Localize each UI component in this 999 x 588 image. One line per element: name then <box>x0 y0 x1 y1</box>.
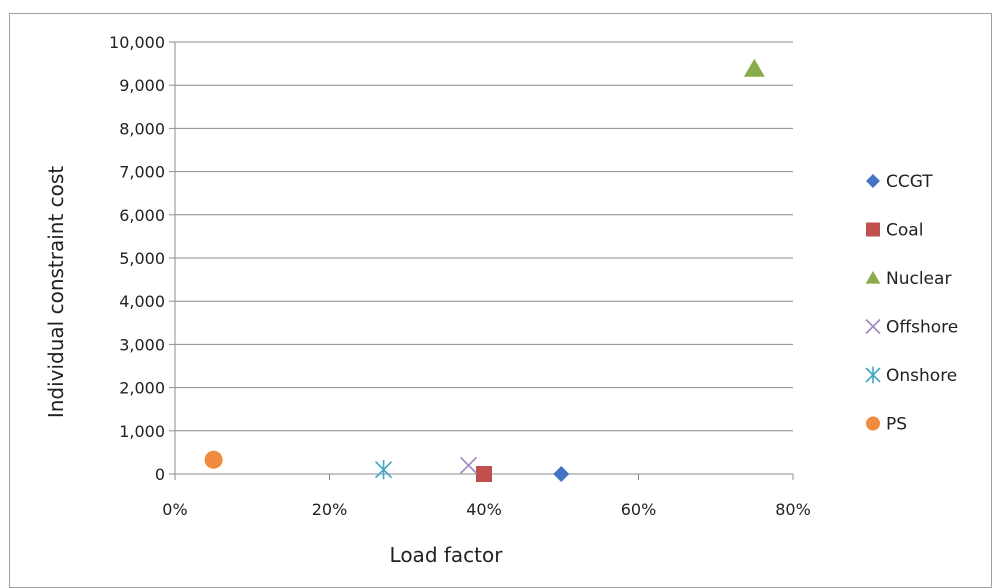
legend-label: Coal <box>886 221 923 241</box>
y-tick-label: 8,000 <box>119 119 165 138</box>
y-tick-label: 10,000 <box>109 33 165 52</box>
point-ps <box>204 450 223 469</box>
diamond-shape <box>553 466 570 482</box>
y-tick-label: 6,000 <box>119 206 165 225</box>
legend-item-ps: PS <box>866 415 907 435</box>
x-tick-label: 60% <box>621 500 657 519</box>
y-tick-label: 1,000 <box>119 422 165 441</box>
legend-item-coal: Coal <box>866 221 923 241</box>
y-tick-label: 3,000 <box>119 335 165 354</box>
point-onshore <box>375 460 393 480</box>
legend-label: PS <box>886 415 907 435</box>
legend-label: CCGT <box>886 172 933 192</box>
y-tick-label: 9,000 <box>119 76 165 95</box>
legend-label: Onshore <box>886 366 957 386</box>
legend-marker <box>866 222 880 237</box>
y-axis-title: Individual constraint cost <box>44 166 68 418</box>
legend: CCGT Coal Nuclear Offshore Onshore PS <box>865 172 958 435</box>
diamond-shape <box>866 174 880 188</box>
legend-item-nuclear: Nuclear <box>865 269 951 289</box>
x-tick-label: 80% <box>775 500 811 519</box>
legend-marker <box>865 366 881 384</box>
y-tick-label: 7,000 <box>119 163 165 182</box>
triangle-shape <box>743 58 765 77</box>
data-points <box>204 58 765 482</box>
legend-marker <box>866 174 880 188</box>
square-shape <box>866 222 880 237</box>
circle-shape <box>204 450 223 469</box>
legend-marker <box>866 416 880 431</box>
x-stroke <box>865 318 881 335</box>
square-shape <box>476 466 492 482</box>
point-offshore <box>459 456 478 474</box>
x-tick-labels: 0% 20% 40% 60% 80% <box>162 500 810 519</box>
legend-label: Offshore <box>886 318 958 338</box>
x-tick-label: 0% <box>162 500 187 519</box>
legend-item-onshore: Onshore <box>865 366 957 386</box>
chart-frame <box>9 13 992 588</box>
point-coal <box>476 466 492 482</box>
y-tick-label: 4,000 <box>119 292 165 311</box>
point-nuclear <box>743 58 765 77</box>
point-ccgt <box>553 466 570 482</box>
legend-item-ccgt: CCGT <box>866 172 933 192</box>
legend-marker <box>865 318 881 335</box>
legend-label: Nuclear <box>886 269 951 289</box>
triangle-shape <box>865 271 881 284</box>
y-tick-labels: 0 1,000 2,000 3,000 4,000 5,000 6,000 7,000 8,00… <box>109 33 165 484</box>
circle-shape <box>866 416 880 431</box>
x-axis-title: Load factor <box>390 543 504 567</box>
legend-item-offshore: Offshore <box>865 318 958 338</box>
axes <box>169 41 794 480</box>
x-stroke <box>459 456 478 474</box>
y-tick-label: 0 <box>155 465 165 484</box>
y-tick-label: 5,000 <box>119 249 165 268</box>
gridlines <box>175 41 793 475</box>
legend-marker <box>865 271 881 284</box>
x-tick-label: 40% <box>466 500 502 519</box>
x-tick-label: 20% <box>312 500 348 519</box>
y-tick-label: 2,000 <box>119 379 165 398</box>
